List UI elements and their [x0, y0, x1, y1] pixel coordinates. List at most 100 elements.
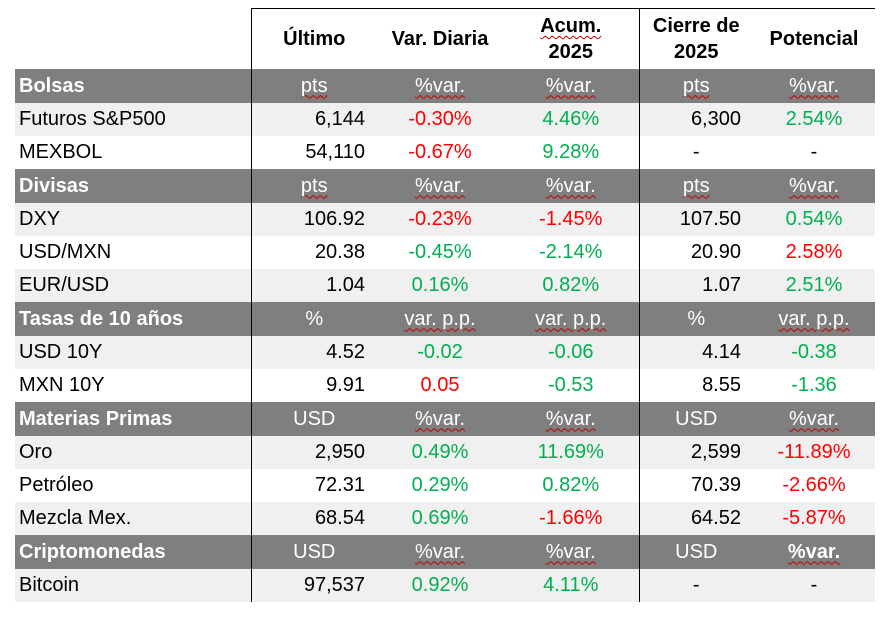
section-unit-label: var. p.p. [753, 302, 875, 336]
header-acum-line1: Acum. [540, 15, 602, 37]
table-row: Futuros S&P500 6,144 -0.30% 4.46% 6,300 2.54% [15, 103, 875, 136]
cell-potencial: -11.89% [753, 436, 875, 469]
cell-acum-2025: 0.82% [542, 474, 600, 496]
cell-cierre-2025: 64.52 [638, 502, 753, 535]
unit-text: %var. [414, 74, 466, 97]
cell-ultimo: 106.92 [250, 203, 377, 236]
section-unit-label: USD [638, 402, 753, 436]
section-header-row: Criptomonedas USD %var. %var. USD %var. [15, 535, 875, 569]
unit-text: pts [300, 74, 328, 97]
unit-text: %var. [545, 407, 596, 430]
header-cierre-line2: 2025 [674, 41, 719, 63]
unit-text: %var. [414, 174, 466, 197]
instrument-name: Petróleo [19, 474, 94, 496]
cell-var-diaria: 0.69% [377, 502, 503, 535]
section-unit-label: %var. [503, 402, 639, 436]
section-unit-label: pts [638, 69, 753, 103]
table-row: MEXBOL 54,110 -0.67% 9.28% - - [15, 136, 875, 169]
unit-text: pts [300, 174, 328, 197]
cell-acum-2025: 11.69% [503, 436, 639, 469]
cell-cierre-2025: 70.39 [638, 469, 753, 502]
header-potencial: Potencial [753, 8, 875, 69]
unit-text: %var. [545, 540, 596, 563]
section-unit-label: % [250, 302, 377, 336]
table-row: EUR/USD 1.04 0.16% 0.82% 1.07 2.51% [15, 269, 875, 302]
section-unit-label: %var. [503, 169, 639, 203]
unit-text: var. p.p. [535, 307, 607, 330]
cell-potencial: - [810, 141, 818, 163]
unit-text: USD [293, 407, 336, 430]
cell-acum-2025: 4.11% [503, 569, 639, 602]
section-title: Criptomonedas [15, 535, 251, 569]
section-unit-label: %var. [503, 535, 639, 569]
section-title: Materias Primas [15, 402, 251, 436]
cell-ultimo: 4.52 [250, 336, 377, 369]
cell-cierre-2025: 4.14 [638, 336, 753, 369]
cell-var-diaria: -0.30% [377, 103, 503, 136]
cell-var-diaria: 0.49% [377, 436, 503, 469]
cell-cierre-2025: 20.90 [638, 236, 753, 269]
cell-var-diaria: -0.45% [408, 241, 472, 263]
unit-text: %var. [788, 407, 840, 430]
unit-text: %var. [545, 174, 596, 197]
cell-var-diaria: 0.05 [420, 374, 460, 396]
unit-text: % [305, 307, 324, 330]
cell-acum-2025: 9.28% [542, 141, 600, 163]
cell-ultimo: 54,110 [250, 136, 377, 169]
cell-cierre-2025: 1.07 [638, 269, 753, 302]
instrument-name: USD 10Y [15, 336, 251, 369]
header-ultimo: Último [251, 8, 377, 69]
cell-potencial: 2.51% [753, 269, 875, 302]
instrument-name: Bitcoin [15, 569, 251, 602]
cell-acum-2025: -0.53 [547, 374, 594, 396]
cell-cierre-2025: - [638, 569, 753, 602]
instrument-name: Oro [15, 436, 251, 469]
unit-text: pts [682, 174, 710, 197]
table-row: Bitcoin 97,537 0.92% 4.11% - - [15, 569, 875, 602]
section-unit-label: %var. [753, 535, 875, 569]
cell-potencial: -5.87% [753, 502, 875, 535]
header-acum: Acum. 2025 [503, 8, 640, 69]
cell-ultimo: 72.31 [250, 469, 377, 502]
section-unit-label: %var. [503, 69, 639, 103]
instrument-name: Mezcla Mex. [15, 502, 251, 535]
section-unit-label: %var. [377, 402, 503, 436]
section-unit-label: pts [638, 169, 753, 203]
cell-var-diaria: 0.16% [377, 269, 503, 302]
cell-potencial: - [753, 569, 875, 602]
cell-potencial: 2.58% [785, 241, 843, 263]
instrument-name: DXY [15, 203, 251, 236]
instrument-name: EUR/USD [15, 269, 251, 302]
section-unit-label: %var. [377, 69, 503, 103]
header-cierre: Cierre de 2025 [639, 8, 753, 69]
market-summary-table: Último Var. Diaria Acum. 2025 Cierre de … [15, 8, 875, 602]
section-unit-label: pts [250, 69, 377, 103]
cell-acum-2025: -0.06 [503, 336, 639, 369]
table-row: MXN 10Y 9.91 0.05 -0.53 8.55 -1.36 [15, 369, 875, 402]
table-row: Oro 2,950 0.49% 11.69% 2,599 -11.89% [15, 436, 875, 469]
unit-text: var. p.p. [778, 307, 850, 330]
section-unit-label: %var. [753, 69, 875, 103]
cell-cierre-2025: 6,300 [638, 103, 753, 136]
unit-text: %var. [414, 407, 466, 430]
cell-ultimo: 2,950 [250, 436, 377, 469]
header-blank [15, 8, 252, 69]
cell-potencial: 0.54% [753, 203, 875, 236]
cell-cierre-2025: - [638, 136, 753, 169]
unit-text: %var. [787, 540, 841, 563]
section-title: Divisas [15, 169, 251, 203]
unit-text: %var. [788, 74, 840, 97]
cell-acum-2025: -1.45% [503, 203, 639, 236]
section-header-row: Tasas de 10 años% var. p.p. var. p.p.% var.… [15, 302, 875, 336]
section-unit-label: pts [250, 169, 377, 203]
cell-ultimo: 68.54 [250, 502, 377, 535]
table-row: Mezcla Mex. 68.54 0.69% -1.66% 64.52 -5.87% [15, 502, 875, 535]
table-body: Bolsas pts %var. %var. pts %var. Futuros S&P50… [15, 69, 875, 602]
instrument-name: MEXBOL [19, 141, 103, 163]
unit-text: %var. [545, 74, 596, 97]
instrument-name: MXN 10Y [19, 374, 105, 396]
instrument-name: Futuros S&P500 [15, 103, 251, 136]
section-header-row: Bolsas pts %var. %var. pts %var. [15, 69, 875, 103]
section-unit-label: %var. [753, 402, 875, 436]
